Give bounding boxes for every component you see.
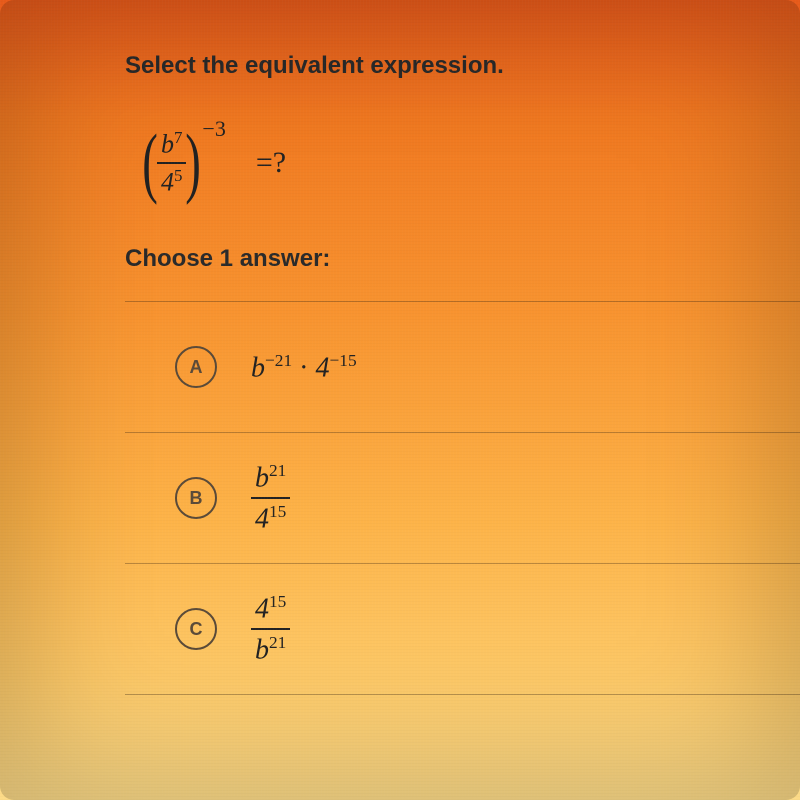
den-exp: 5 xyxy=(174,166,182,185)
choose-instruction: Choose 1 answer: xyxy=(125,245,800,273)
a-base1: b xyxy=(251,352,265,383)
b-num-exp: 21 xyxy=(269,461,286,480)
den-base: 4 xyxy=(161,167,174,196)
option-a-expression: b−21 · 4−15 xyxy=(251,351,357,384)
a-dot: · xyxy=(292,352,315,383)
option-a-radio[interactable]: A xyxy=(175,346,217,388)
c-numerator: 415 xyxy=(251,592,290,628)
numerator: b7 xyxy=(157,128,186,162)
num-exp: 7 xyxy=(174,128,182,147)
option-c[interactable]: C 415 b21 xyxy=(125,564,800,694)
num-base: b xyxy=(161,130,174,159)
question-container: Select the equivalent expression. ( b7 4… xyxy=(0,0,800,695)
right-paren: ) xyxy=(186,135,202,190)
c-num-exp: 15 xyxy=(269,592,286,611)
denominator: 45 xyxy=(157,162,186,198)
equals-question: =? xyxy=(256,146,286,180)
option-a-letter: A xyxy=(190,357,203,378)
left-paren: ( xyxy=(142,135,158,190)
c-denominator: b21 xyxy=(251,628,290,666)
option-b-expression: b21 415 xyxy=(251,461,290,536)
b-num-base: b xyxy=(255,462,269,493)
c-den-base: b xyxy=(255,635,269,666)
a-base2: 4 xyxy=(315,352,329,383)
b-den-base: 4 xyxy=(255,504,269,535)
outer-exponent: −3 xyxy=(202,116,225,142)
option-c-letter: C xyxy=(190,619,203,640)
c-num-base: 4 xyxy=(255,593,269,624)
a-exp2: −15 xyxy=(329,351,356,370)
option-c-radio[interactable]: C xyxy=(175,608,217,650)
option-b-radio[interactable]: B xyxy=(175,477,217,519)
answer-list: A b−21 · 4−15 B b21 415 xyxy=(125,301,800,695)
divider xyxy=(125,694,800,695)
option-b-letter: B xyxy=(190,488,203,509)
option-a[interactable]: A b−21 · 4−15 xyxy=(125,302,800,432)
option-c-expression: 415 b21 xyxy=(251,592,290,667)
c-den-exp: 21 xyxy=(269,633,286,652)
b-numerator: b21 xyxy=(251,461,290,497)
option-b[interactable]: B b21 415 xyxy=(125,433,800,563)
b-denominator: 415 xyxy=(251,497,290,535)
question-prompt: Select the equivalent expression. xyxy=(125,52,800,80)
fraction: b7 45 xyxy=(157,128,186,197)
a-exp1: −21 xyxy=(265,351,292,370)
b-den-exp: 15 xyxy=(269,502,286,521)
math-expression: ( b7 45 ) −3 =? xyxy=(137,128,800,197)
